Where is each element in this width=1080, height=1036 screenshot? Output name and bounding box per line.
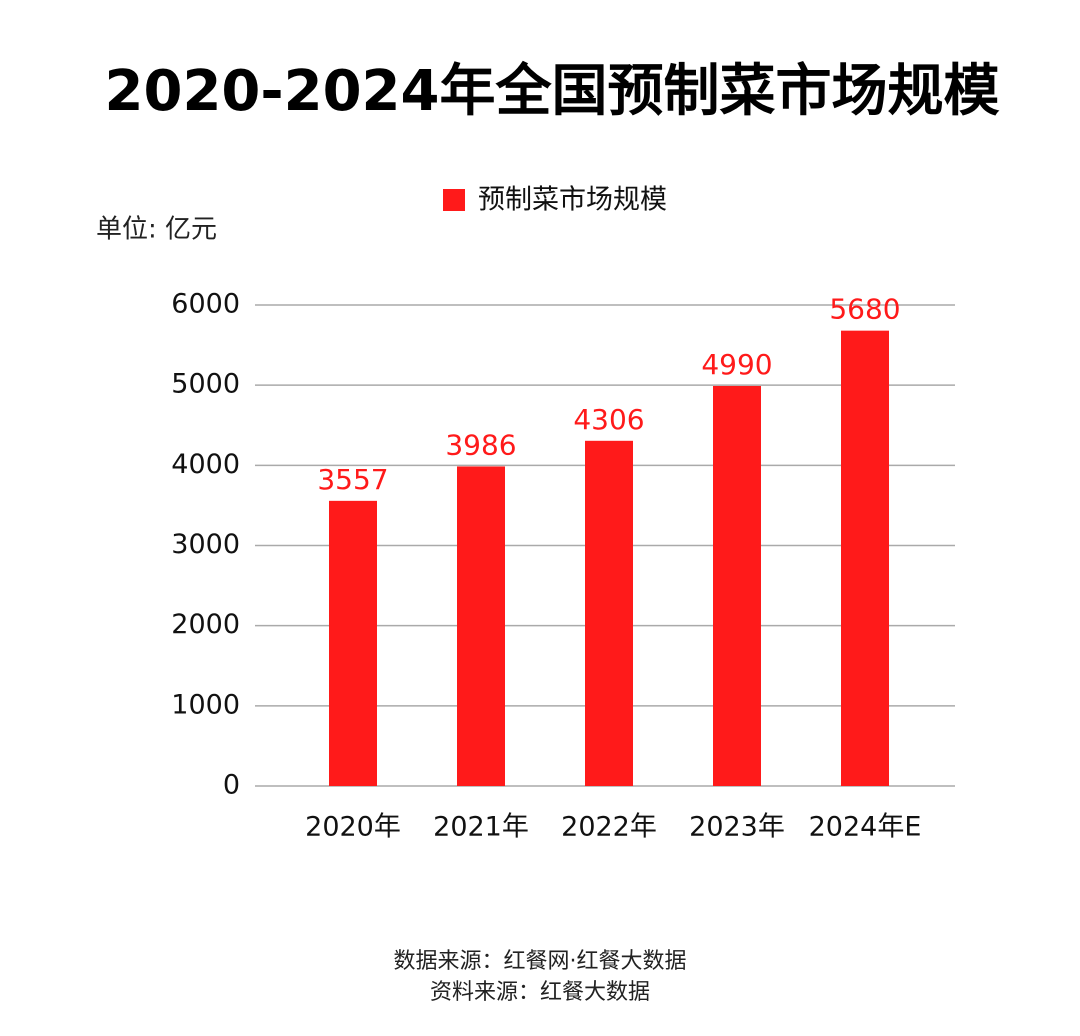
x-tick-label: 2022年 <box>561 812 657 843</box>
x-tick-label: 2023年 <box>689 812 785 843</box>
value-label: 4990 <box>701 348 772 381</box>
value-label: 5680 <box>829 293 900 326</box>
source-note: 数据来源：红餐网·红餐大数据 <box>394 949 687 974</box>
x-tick-label: 2020年 <box>305 812 401 843</box>
bar <box>457 466 505 786</box>
y-tick-label: 1000 <box>171 689 240 720</box>
chart-title: 2020-2024年全国预制菜市场规模 <box>105 59 1000 124</box>
bar <box>713 385 761 786</box>
bar <box>585 440 633 786</box>
value-label: 4306 <box>573 403 644 436</box>
value-label: 3986 <box>445 428 516 461</box>
value-label: 3557 <box>317 463 388 496</box>
y-tick-label: 5000 <box>171 369 240 400</box>
legend-swatch <box>443 189 465 211</box>
y-axis-label: 单位: 亿元 <box>96 215 217 245</box>
x-tick-label: 2024年E <box>809 812 922 843</box>
y-tick-label: 4000 <box>171 449 240 480</box>
x-tick-label: 2021年 <box>433 812 529 843</box>
bar <box>329 500 377 786</box>
y-tick-label: 2000 <box>171 609 240 640</box>
y-tick-label: 3000 <box>171 529 240 560</box>
bar <box>841 330 889 786</box>
y-tick-label: 6000 <box>171 289 240 320</box>
source-note: 资料来源：红餐大数据 <box>430 980 650 1005</box>
y-tick-label: 0 <box>223 770 240 801</box>
legend-label: 预制菜市场规模 <box>478 185 667 216</box>
